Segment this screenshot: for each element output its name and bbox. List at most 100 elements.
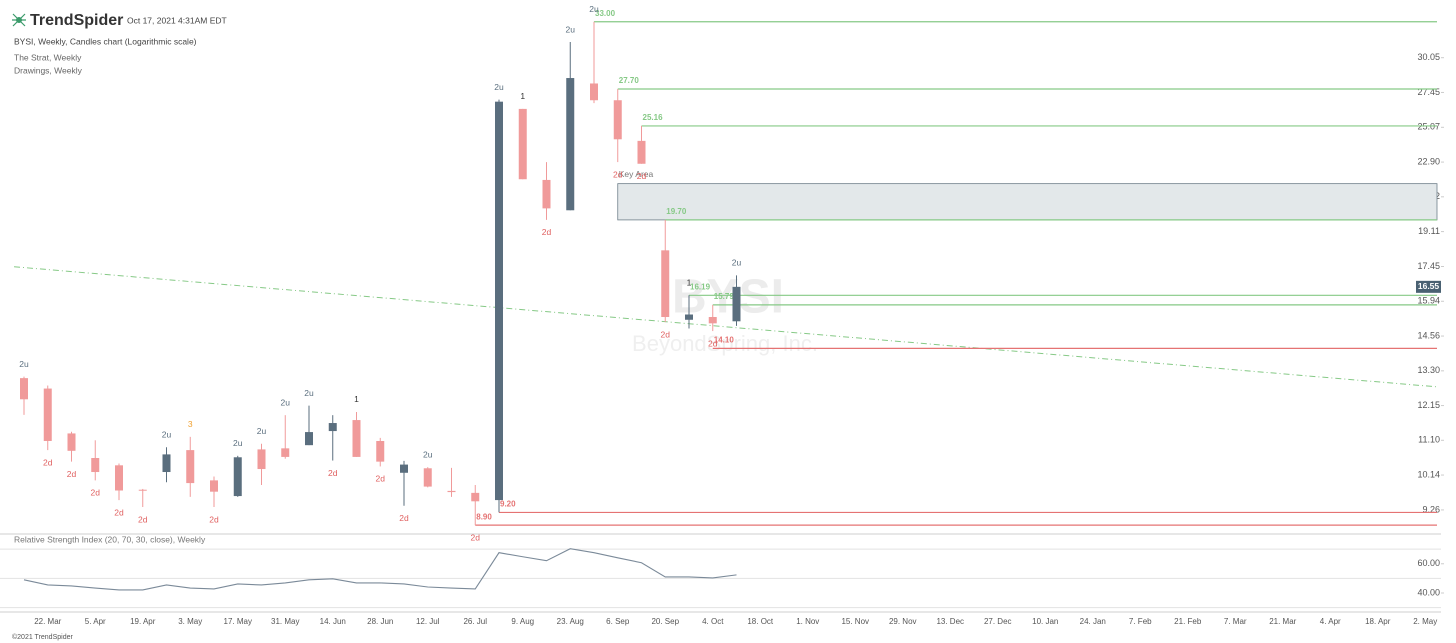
x-tick-label: 21. Mar bbox=[1269, 617, 1296, 626]
candle-body bbox=[20, 378, 28, 400]
x-tick-label: 7. Mar bbox=[1224, 617, 1247, 626]
indicator-label: Drawings, Weekly bbox=[14, 65, 83, 75]
strat-label: 1 bbox=[687, 278, 692, 288]
strat-label: 2u bbox=[233, 438, 243, 448]
y-tick-label: 13.30 bbox=[1417, 365, 1440, 375]
indicator-label: The Strat, Weekly bbox=[14, 52, 82, 62]
x-tick-label: 20. Sep bbox=[651, 617, 679, 626]
chart-title: BYSI, Weekly, Candles chart (Logarithmic… bbox=[14, 36, 197, 46]
y-tick-label: 27.45 bbox=[1417, 87, 1440, 97]
candle-body bbox=[115, 465, 123, 491]
strat-label: 2d bbox=[209, 514, 219, 524]
x-tick-label: 13. Dec bbox=[936, 617, 964, 626]
strat-label: 2u bbox=[566, 24, 576, 34]
logo bbox=[12, 13, 26, 27]
candle-body bbox=[518, 108, 527, 180]
x-tick-label: 24. Jan bbox=[1080, 617, 1106, 626]
timestamp: Oct 17, 2021 4:31AM EDT bbox=[127, 15, 227, 25]
x-tick-label: 5. Apr bbox=[85, 617, 106, 626]
y-tick-label: 11.10 bbox=[1418, 435, 1440, 445]
candle-body bbox=[43, 388, 52, 441]
candle-body bbox=[91, 457, 100, 473]
x-tick-label: 1. Nov bbox=[796, 617, 819, 626]
x-tick-label: 2. May bbox=[1413, 617, 1437, 626]
candle-body bbox=[708, 317, 717, 324]
candle-body bbox=[138, 489, 147, 491]
x-tick-label: 10. Jan bbox=[1032, 617, 1058, 626]
strat-label: 2d bbox=[376, 474, 386, 484]
candle-body bbox=[661, 250, 670, 318]
candle-body bbox=[400, 464, 408, 473]
rsi-line bbox=[23, 548, 737, 591]
candle-body bbox=[637, 140, 646, 164]
key-area bbox=[617, 183, 1438, 221]
candle-body bbox=[376, 440, 385, 462]
candle-body bbox=[447, 490, 456, 493]
x-tick-label: 21. Feb bbox=[1174, 617, 1202, 626]
candle-body bbox=[423, 468, 432, 487]
strat-label: 2u bbox=[281, 397, 291, 407]
x-tick-label: 9. Aug bbox=[511, 617, 534, 626]
strat-label: 2u bbox=[304, 388, 314, 398]
level-label: 8.90 bbox=[476, 512, 492, 521]
x-tick-label: 17. May bbox=[224, 617, 252, 626]
x-tick-label: 15. Nov bbox=[841, 617, 869, 626]
candle-body bbox=[495, 101, 503, 501]
x-tick-label: 23. Aug bbox=[557, 617, 584, 626]
x-tick-label: 4. Apr bbox=[1320, 617, 1341, 626]
candle-body bbox=[328, 423, 337, 432]
candle-body bbox=[732, 286, 741, 322]
y-tick-label: 10.14 bbox=[1417, 469, 1440, 479]
level-label: 27.70 bbox=[619, 76, 640, 85]
x-tick-label: 3. May bbox=[178, 617, 202, 626]
candles bbox=[20, 21, 741, 526]
strat-label: 2d bbox=[661, 329, 671, 339]
strat-label: 2d bbox=[399, 513, 409, 523]
watermark-name: BeyondSpring, Inc. bbox=[632, 331, 818, 356]
strat-label: 2d bbox=[542, 227, 552, 237]
strat-label: 2d bbox=[471, 532, 481, 542]
candle-body bbox=[566, 78, 575, 211]
price-tag-label: 16.55 bbox=[1418, 281, 1440, 291]
footer: ©2021 TrendSpider bbox=[12, 633, 73, 641]
x-tick-label: 22. Mar bbox=[34, 617, 61, 626]
candle-body bbox=[281, 448, 290, 457]
x-tick-label: 7. Feb bbox=[1129, 617, 1152, 626]
strat-label: 2d bbox=[613, 169, 623, 179]
strat-label: 2d bbox=[138, 514, 148, 524]
strat-label: 1 bbox=[354, 394, 359, 404]
x-tick-label: 18. Apr bbox=[1365, 617, 1391, 626]
y-tick-label: 19.11 bbox=[1418, 226, 1440, 236]
candle-body bbox=[685, 314, 693, 320]
strat-label: 2u bbox=[423, 449, 433, 459]
x-tick-label: 27. Dec bbox=[984, 617, 1012, 626]
rsi-y-tick-label: 60.00 bbox=[1417, 558, 1440, 568]
level-label: 14.10 bbox=[714, 335, 735, 344]
x-tick-label: 31. May bbox=[271, 617, 299, 626]
x-tick-label: 18. Oct bbox=[747, 617, 774, 626]
strat-label: 2u bbox=[19, 359, 29, 369]
logo-icon-legs bbox=[12, 13, 26, 27]
level-label: 15.79 bbox=[714, 292, 735, 301]
strat-label: 2d bbox=[67, 469, 77, 479]
x-tick-label: 6. Sep bbox=[606, 617, 630, 626]
strat-label: 2d bbox=[114, 507, 124, 517]
candle-body bbox=[210, 480, 218, 492]
candle-body bbox=[162, 454, 171, 473]
x-tick-label: 28. Jun bbox=[367, 617, 393, 626]
candle-body bbox=[590, 83, 598, 101]
level-label: 25.16 bbox=[643, 113, 664, 122]
candle-body bbox=[613, 100, 622, 140]
strat-label: 3 bbox=[188, 419, 193, 429]
price-tag bbox=[1416, 280, 1441, 293]
x-tick-label: 14. Jun bbox=[320, 617, 346, 626]
strat-label: 2u bbox=[589, 4, 599, 14]
key-area-label: Key Area bbox=[619, 169, 654, 179]
strat-label: 2d bbox=[43, 457, 53, 467]
strat-label: 2d bbox=[708, 338, 718, 348]
y-tick-label: 14.56 bbox=[1417, 330, 1440, 340]
rsi-y-tick-label: 40.00 bbox=[1417, 587, 1440, 597]
y-tick-label: 30.05 bbox=[1417, 52, 1440, 62]
candle-body bbox=[305, 432, 313, 446]
x-tick-label: 26. Jul bbox=[463, 617, 487, 626]
